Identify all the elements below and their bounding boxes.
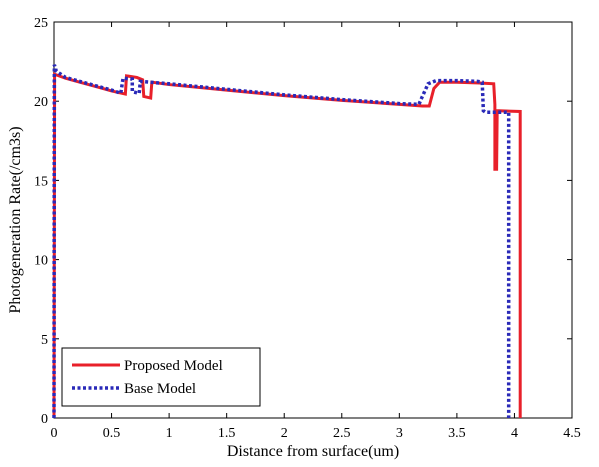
x-tick-labels: 0 0.5 1 1.5 2 2.5 3 3.5 4 4.5	[51, 426, 581, 441]
x-tick-label: 3	[396, 426, 403, 441]
x-tick-label: 1	[166, 426, 173, 441]
x-axis-label: Distance from surface(um)	[227, 443, 399, 460]
series-layer	[52, 64, 522, 419]
legend-label-proposed-model: Proposed Model	[124, 358, 223, 374]
x-tick-label: 1.5	[218, 426, 236, 441]
legend-box	[61, 347, 261, 407]
series-line-base-model	[52, 64, 511, 419]
y-tick-label: 10	[34, 254, 48, 269]
y-tick-labels: 0 5 10 15 20 25	[34, 16, 48, 427]
x-tick-label: 0	[51, 426, 58, 441]
x-tick-label: 2	[281, 426, 288, 441]
x-tick-label: 3.5	[448, 426, 466, 441]
x-tick-label: 4.5	[563, 426, 581, 441]
y-axis-label: Photogeneration Rate(/cm3s)	[7, 126, 24, 313]
x-tick-label: 0.5	[103, 426, 121, 441]
y-tick-label: 0	[41, 412, 48, 427]
y-tick-label: 15	[34, 174, 48, 189]
y-tick-label: 25	[34, 16, 48, 31]
x-tick-label: 2.5	[333, 426, 351, 441]
legend-label-base-model: Base Model	[124, 381, 196, 397]
axis-ticks	[53, 21, 573, 419]
y-tick-label: 20	[34, 95, 48, 110]
y-tick-label: 5	[41, 333, 48, 348]
legend: Proposed Model Base Model	[61, 347, 261, 407]
x-tick-label: 4	[511, 426, 518, 441]
